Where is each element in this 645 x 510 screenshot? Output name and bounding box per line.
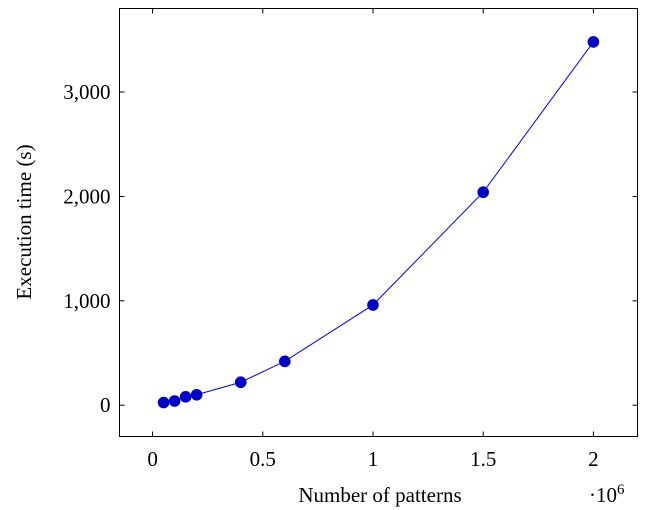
series-line	[163, 41, 594, 404]
series-layer	[157, 36, 600, 409]
x-tick-label: 1	[368, 447, 379, 471]
data-point	[279, 355, 291, 368]
y-tick-label: 2,000	[63, 184, 110, 208]
x-axis-ticks: 0 0.5 1 1.5 2	[147, 8, 599, 471]
plot-frame	[119, 8, 638, 437]
x-axis-label: Number of patterns	[298, 483, 461, 507]
y-tick-label: 0	[100, 393, 111, 417]
data-point	[234, 376, 247, 389]
data-point	[367, 299, 379, 311]
y-tick-label: 1,000	[63, 289, 110, 313]
x-tick-label: 0	[147, 447, 158, 471]
x-tick-label: 1.5	[470, 447, 496, 471]
y-axis-label: Execution time (s)	[12, 144, 36, 299]
data-point	[168, 395, 181, 407]
x-axis-multiplier: ·106	[589, 482, 625, 507]
data-point	[157, 396, 170, 409]
data-point	[179, 391, 192, 403]
x-axis-multiplier-base: ·10	[589, 483, 617, 507]
data-point	[587, 36, 600, 48]
data-point	[190, 388, 203, 401]
x-tick-label: 0.5	[250, 447, 276, 471]
data-point	[477, 186, 490, 199]
y-tick-label: 3,000	[63, 80, 110, 104]
y-axis-ticks: 0 1,000 2,000 3,000	[63, 80, 638, 417]
x-tick-label: 2	[588, 447, 599, 471]
x-axis-multiplier-exponent: 6	[617, 482, 625, 498]
